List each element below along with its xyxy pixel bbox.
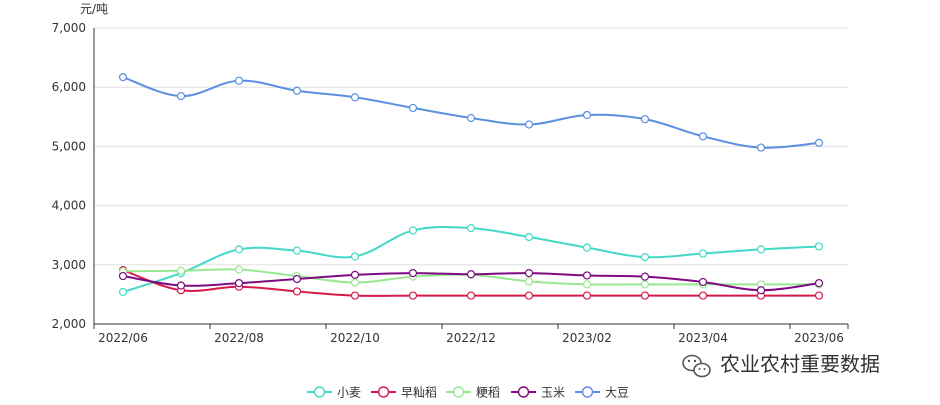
legend-item[interactable]: 粳稻 (446, 386, 500, 400)
watermark: 农业农村重要数据 (682, 352, 880, 378)
series-4 (118, 73, 824, 152)
legend-item[interactable]: 玉米 (511, 386, 565, 400)
data-point[interactable] (234, 279, 244, 288)
y-tick-label: 3,000 (52, 258, 86, 272)
y-tick-label: 6,000 (52, 80, 86, 94)
data-point[interactable] (176, 281, 186, 290)
data-point[interactable] (814, 138, 824, 147)
data-point[interactable] (698, 277, 708, 287)
x-tick-label: 2022/06 (98, 331, 148, 345)
x-tick-label: 2023/06 (794, 331, 844, 345)
data-point[interactable] (292, 246, 302, 255)
data-point[interactable] (640, 272, 650, 281)
data-point[interactable] (234, 76, 244, 85)
data-point[interactable] (640, 253, 650, 262)
data-point[interactable] (292, 86, 302, 95)
legend-marker-icon (452, 386, 465, 398)
data-point[interactable] (698, 249, 708, 258)
data-point[interactable] (524, 268, 534, 278)
data-point[interactable] (640, 280, 650, 289)
y-axis-unit-label: 元/吨 (80, 2, 108, 16)
data-point[interactable] (176, 266, 186, 275)
data-point[interactable] (814, 242, 824, 251)
legend-label: 粳稻 (476, 386, 500, 400)
legend-item[interactable]: 早籼稻 (371, 386, 437, 400)
legend-marker-icon (313, 386, 326, 398)
y-tick-label: 5,000 (52, 139, 86, 153)
data-point[interactable] (466, 291, 476, 300)
y-tick-label: 7,000 (52, 21, 86, 35)
data-point[interactable] (524, 277, 534, 286)
data-point[interactable] (756, 245, 766, 254)
x-tick-label: 2022/12 (446, 331, 496, 345)
data-point[interactable] (814, 279, 824, 288)
data-point[interactable] (582, 280, 592, 289)
data-point[interactable] (756, 143, 766, 152)
legend-item[interactable]: 大豆 (575, 386, 629, 400)
data-point[interactable] (698, 132, 708, 141)
data-point[interactable] (466, 223, 476, 233)
legend-label: 小麦 (337, 386, 361, 400)
data-point[interactable] (582, 110, 592, 120)
x-tick-label: 2023/02 (562, 331, 612, 345)
data-point[interactable] (350, 278, 360, 287)
data-point[interactable] (756, 286, 766, 295)
data-point[interactable] (408, 268, 418, 278)
data-point[interactable] (350, 291, 360, 300)
data-point[interactable] (582, 291, 592, 300)
series-0 (118, 223, 824, 297)
wechat-icon (682, 354, 711, 378)
data-point[interactable] (524, 232, 534, 242)
axes: 2,000 3,000 4,000 5,000 6,000 7,000 2022/06 202… (52, 21, 849, 345)
data-point[interactable] (814, 291, 824, 300)
data-point[interactable] (350, 93, 360, 102)
data-point[interactable] (292, 287, 302, 296)
grid-lines (94, 27, 848, 266)
series-line (122, 225, 820, 293)
data-point[interactable] (292, 274, 302, 284)
data-point[interactable] (234, 265, 244, 274)
data-point[interactable] (582, 243, 592, 252)
data-point[interactable] (234, 245, 244, 254)
data-point[interactable] (466, 270, 476, 279)
x-tick-label: 2022/10 (330, 331, 380, 345)
y-tick-label: 4,000 (52, 199, 86, 213)
data-point[interactable] (350, 270, 360, 279)
data-point[interactable] (640, 115, 650, 124)
data-point[interactable] (176, 91, 186, 101)
legend-label: 早籼稻 (401, 386, 437, 400)
watermark-text: 农业农村重要数据 (720, 352, 880, 376)
series-lines (118, 73, 824, 300)
data-point[interactable] (118, 73, 128, 82)
data-point[interactable] (350, 252, 360, 261)
legend[interactable]: 小麦 早籼稻 粳稻 玉米 大豆 (307, 386, 629, 400)
data-point[interactable] (524, 291, 534, 300)
data-point[interactable] (466, 113, 476, 123)
data-point[interactable] (408, 291, 418, 300)
series-line (122, 76, 820, 149)
legend-item[interactable]: 小麦 (307, 386, 361, 400)
data-point[interactable] (408, 103, 418, 113)
legend-label: 玉米 (541, 386, 565, 400)
data-point[interactable] (524, 120, 534, 129)
y-tick-label: 2,000 (52, 317, 86, 331)
x-tick-label: 2023/04 (678, 331, 728, 345)
data-point[interactable] (582, 271, 592, 280)
legend-label: 大豆 (605, 386, 629, 400)
data-point[interactable] (408, 226, 418, 235)
data-point[interactable] (698, 291, 708, 300)
data-point[interactable] (118, 287, 128, 297)
legend-marker-icon (581, 386, 594, 398)
x-tick-label: 2022/08 (214, 331, 264, 345)
legend-marker-icon (377, 386, 390, 398)
data-point[interactable] (640, 291, 650, 300)
series-3 (118, 268, 824, 295)
data-point[interactable] (118, 271, 128, 281)
legend-marker-icon (517, 386, 530, 398)
